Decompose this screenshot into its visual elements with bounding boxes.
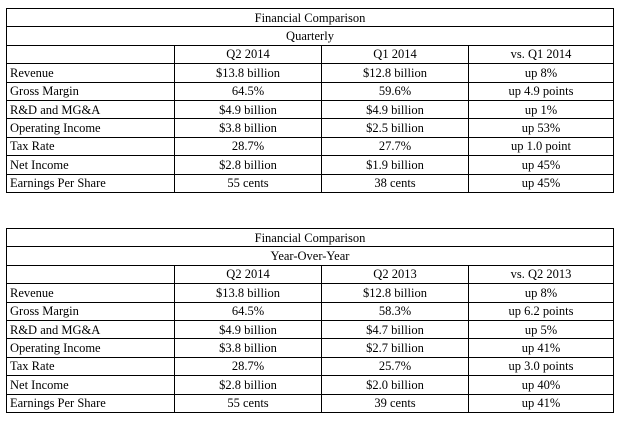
row-label: Earnings Per Share	[6, 393, 175, 413]
table-row: Net Income $2.8 billion $2.0 billion up …	[6, 375, 614, 395]
column-header-current: Q2 2014	[174, 44, 322, 65]
financial-comparison-quarterly-table: Financial Comparison Quarterly Q2 2014 Q…	[6, 7, 614, 193]
table-row: R&D and MG&A $4.9 billion $4.9 billion u…	[6, 99, 614, 120]
row-label: Gross Margin	[6, 301, 175, 321]
cell-current: $4.9 billion	[174, 319, 322, 340]
cell-prior: $12.8 billion	[321, 283, 469, 303]
cell-current: 64.5%	[174, 81, 322, 101]
cell-change: up 40%	[468, 375, 614, 395]
table-row: R&D and MG&A $4.9 billion $4.7 billion u…	[6, 319, 614, 340]
table-title: Financial Comparison	[6, 227, 614, 248]
table-subtitle-row: Quarterly	[6, 26, 614, 46]
cell-prior: $2.5 billion	[321, 118, 469, 138]
cell-current: $2.8 billion	[174, 375, 322, 395]
cell-change: up 1.0 point	[468, 136, 614, 157]
cell-change: up 8%	[468, 283, 614, 303]
cell-change: up 8%	[468, 63, 614, 83]
cell-prior: $2.0 billion	[321, 375, 469, 395]
cell-prior: $12.8 billion	[321, 63, 469, 83]
row-label: R&D and MG&A	[6, 319, 175, 340]
cell-prior: 25.7%	[321, 356, 469, 377]
row-label: Gross Margin	[6, 81, 175, 101]
row-label: Tax Rate	[6, 356, 175, 377]
financial-comparison-year-over-year-table: Financial Comparison Year-Over-Year Q2 2…	[6, 227, 614, 413]
table-row: Gross Margin 64.5% 58.3% up 6.2 points	[6, 301, 614, 321]
column-header-metric	[6, 264, 175, 285]
table-title: Financial Comparison	[6, 7, 614, 28]
cell-change: up 53%	[468, 118, 614, 138]
row-label: Revenue	[6, 63, 175, 83]
table-row: Operating Income $3.8 billion $2.7 billi…	[6, 338, 614, 358]
table-title-row: Financial Comparison	[6, 227, 614, 248]
row-label: Operating Income	[6, 118, 175, 138]
table-row: Earnings Per Share 55 cents 39 cents up …	[6, 393, 614, 413]
cell-change: up 41%	[468, 338, 614, 358]
table-subtitle: Year-Over-Year	[6, 246, 614, 266]
table-row: Gross Margin 64.5% 59.6% up 4.9 points	[6, 81, 614, 101]
cell-prior: $1.9 billion	[321, 155, 469, 175]
column-header-change: vs. Q2 2013	[468, 264, 614, 285]
cell-prior: 39 cents	[321, 393, 469, 413]
table-row: Tax Rate 28.7% 27.7% up 1.0 point	[6, 136, 614, 157]
table-subtitle-row: Year-Over-Year	[6, 246, 614, 266]
cell-prior: 58.3%	[321, 301, 469, 321]
column-header-current: Q2 2014	[174, 264, 322, 285]
cell-prior: 27.7%	[321, 136, 469, 157]
table-row: Net Income $2.8 billion $1.9 billion up …	[6, 155, 614, 175]
table-row: Earnings Per Share 55 cents 38 cents up …	[6, 173, 614, 193]
cell-change: up 45%	[468, 173, 614, 193]
table-row: Operating Income $3.8 billion $2.5 billi…	[6, 118, 614, 138]
cell-current: $4.9 billion	[174, 99, 322, 120]
column-header-prior: Q1 2014	[321, 44, 469, 65]
row-label: Net Income	[6, 375, 175, 395]
cell-change: up 6.2 points	[468, 301, 614, 321]
cell-current: $3.8 billion	[174, 338, 322, 358]
table-row: Revenue $13.8 billion $12.8 billion up 8…	[6, 63, 614, 83]
table-title-row: Financial Comparison	[6, 7, 614, 28]
column-header-row: Q2 2014 Q2 2013 vs. Q2 2013	[6, 264, 614, 285]
cell-current: 28.7%	[174, 136, 322, 157]
cell-prior: $2.7 billion	[321, 338, 469, 358]
cell-current: 55 cents	[174, 173, 322, 193]
column-header-row: Q2 2014 Q1 2014 vs. Q1 2014	[6, 44, 614, 65]
cell-change: up 3.0 points	[468, 356, 614, 377]
cell-change: up 5%	[468, 319, 614, 340]
column-header-metric	[6, 44, 175, 65]
cell-prior: $4.9 billion	[321, 99, 469, 120]
table-row: Revenue $13.8 billion $12.8 billion up 8…	[6, 283, 614, 303]
row-label: Tax Rate	[6, 136, 175, 157]
cell-current: 28.7%	[174, 356, 322, 377]
table-row: Tax Rate 28.7% 25.7% up 3.0 points	[6, 356, 614, 377]
row-label: Earnings Per Share	[6, 173, 175, 193]
cell-change: up 4.9 points	[468, 81, 614, 101]
cell-current: $3.8 billion	[174, 118, 322, 138]
cell-change: up 41%	[468, 393, 614, 413]
row-label: Operating Income	[6, 338, 175, 358]
cell-prior: $4.7 billion	[321, 319, 469, 340]
cell-prior: 38 cents	[321, 173, 469, 193]
cell-current: $13.8 billion	[174, 283, 322, 303]
cell-current: 64.5%	[174, 301, 322, 321]
cell-current: 55 cents	[174, 393, 322, 413]
cell-change: up 45%	[468, 155, 614, 175]
cell-current: $2.8 billion	[174, 155, 322, 175]
column-header-change: vs. Q1 2014	[468, 44, 614, 65]
column-header-prior: Q2 2013	[321, 264, 469, 285]
row-label: R&D and MG&A	[6, 99, 175, 120]
cell-current: $13.8 billion	[174, 63, 322, 83]
row-label: Revenue	[6, 283, 175, 303]
table-subtitle: Quarterly	[6, 26, 614, 46]
cell-prior: 59.6%	[321, 81, 469, 101]
row-label: Net Income	[6, 155, 175, 175]
cell-change: up 1%	[468, 99, 614, 120]
